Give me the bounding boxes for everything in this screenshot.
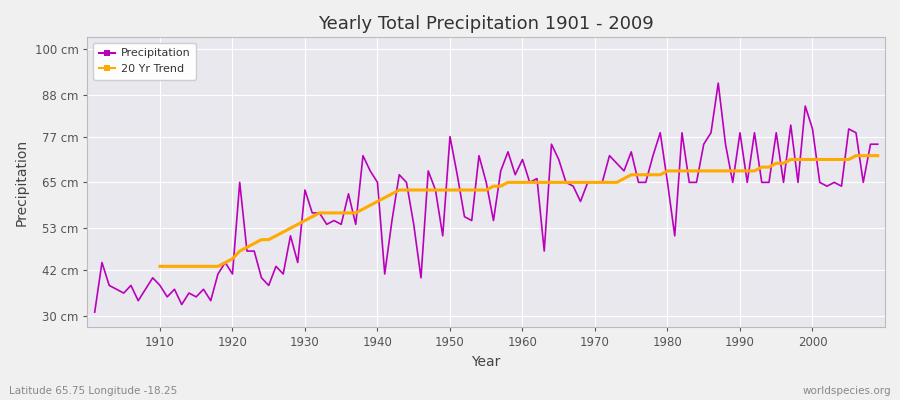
Title: Yearly Total Precipitation 1901 - 2009: Yearly Total Precipitation 1901 - 2009 [319,15,654,33]
Legend: Precipitation, 20 Yr Trend: Precipitation, 20 Yr Trend [93,43,196,80]
Text: Latitude 65.75 Longitude -18.25: Latitude 65.75 Longitude -18.25 [9,386,177,396]
Y-axis label: Precipitation: Precipitation [15,139,29,226]
X-axis label: Year: Year [472,355,501,369]
Text: worldspecies.org: worldspecies.org [803,386,891,396]
